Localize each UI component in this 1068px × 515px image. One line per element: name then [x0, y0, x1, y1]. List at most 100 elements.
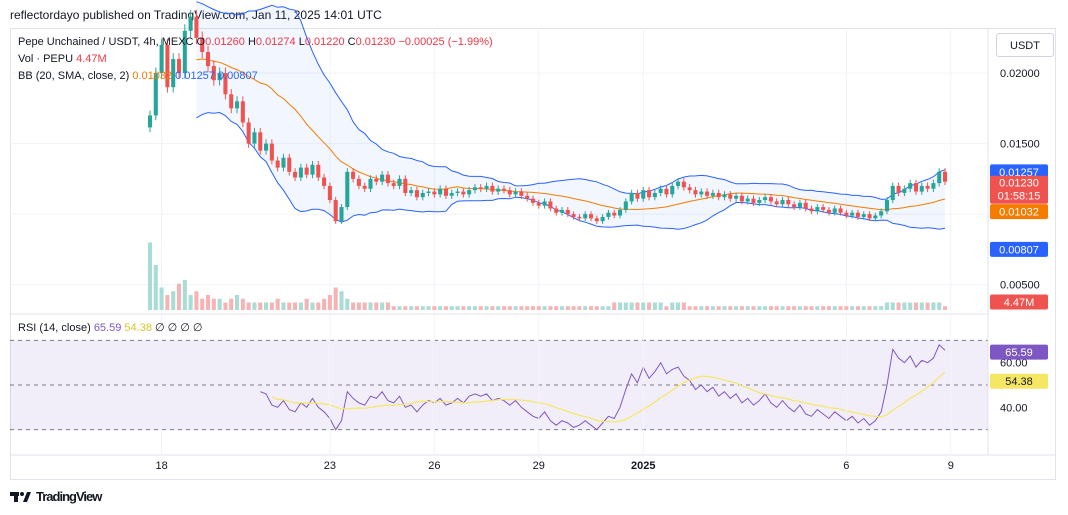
- candle-body: [426, 191, 431, 193]
- bb-lower-badge: 0.00807: [999, 244, 1039, 256]
- candle-body: [351, 171, 356, 179]
- volume-bar: [461, 306, 466, 310]
- volume-bar: [530, 306, 536, 310]
- volume-bar: [559, 306, 565, 310]
- low-value: 0.01220: [304, 36, 345, 48]
- candle-body: [676, 181, 681, 186]
- candle-body: [403, 178, 408, 193]
- volume-bar: [264, 302, 269, 310]
- volume-bar: [356, 302, 361, 310]
- candle-body: [542, 201, 547, 206]
- volume-bar: [652, 302, 657, 310]
- candle-body: [913, 183, 919, 192]
- candle-body: [647, 190, 652, 198]
- volume-bar: [571, 306, 576, 310]
- volume-bar: [647, 302, 652, 310]
- time-tick-label: 6: [843, 460, 849, 472]
- candle-body: [414, 190, 419, 198]
- volume-bar: [931, 302, 936, 310]
- volume-bar: [472, 306, 477, 310]
- volume-bar: [884, 302, 890, 310]
- rsi-extra-values: ∅ ∅ ∅ ∅: [155, 322, 203, 334]
- volume-bar: [728, 306, 733, 310]
- candle-body: [809, 208, 814, 212]
- candle-body: [339, 207, 344, 222]
- bb-fill: [196, 1, 945, 230]
- low-label: L: [298, 36, 305, 48]
- candle-body: [432, 191, 437, 195]
- volume-bar: [223, 302, 228, 310]
- volume-bar: [780, 306, 785, 310]
- candle-body: [281, 157, 286, 168]
- candle-body: [902, 188, 907, 193]
- volume-bar: [513, 306, 518, 310]
- volume-bar: [380, 302, 385, 310]
- volume-bar: [525, 306, 530, 310]
- candle-body: [467, 190, 472, 195]
- volume-bar: [171, 291, 176, 310]
- currency-button[interactable]: USDT: [996, 33, 1054, 57]
- volume-bar: [757, 306, 762, 310]
- candle-body: [182, 30, 187, 74]
- volume-bar: [496, 306, 501, 310]
- volume-bar: [287, 302, 292, 310]
- candle-body: [722, 194, 727, 198]
- candle-body: [223, 73, 228, 95]
- volume-bar: [235, 295, 240, 310]
- volume-bar: [217, 298, 222, 310]
- candle-body: [385, 174, 390, 184]
- volume-bar: [449, 306, 454, 310]
- volume-bar: [635, 302, 640, 310]
- candle-body: [269, 143, 274, 161]
- volume-bar: [937, 302, 942, 310]
- rsi-value: 65.59: [93, 322, 122, 334]
- chart-frame[interactable]: [10, 28, 1056, 480]
- candle-body: [751, 198, 756, 203]
- candle-body: [826, 209, 831, 213]
- volume-bar: [763, 306, 768, 310]
- candle-body: [565, 209, 570, 215]
- candle-body: [240, 101, 245, 123]
- price-tick-label: 0.00500: [1000, 280, 1040, 292]
- volume-bar: [420, 306, 425, 310]
- volume-bar: [205, 295, 211, 310]
- candle-body: [171, 59, 176, 88]
- volume-bar: [293, 302, 298, 310]
- candle-body: [768, 197, 773, 202]
- grid: [10, 28, 1056, 456]
- candle-body: [629, 192, 634, 202]
- candle-body: [716, 192, 721, 198]
- symbol-label: Pepe Unchained / USDT, 4h, MEXC: [18, 36, 194, 48]
- candle-body: [391, 183, 396, 186]
- volume-bar: [455, 306, 460, 310]
- volume-bar: [803, 306, 808, 310]
- volume-bar: [345, 298, 350, 310]
- volume-bar: [478, 306, 483, 310]
- candle-body: [420, 192, 425, 198]
- volume-bar: [374, 302, 379, 310]
- candle-body: [525, 195, 530, 199]
- candle-body: [147, 115, 153, 128]
- volume-bar: [896, 302, 901, 310]
- candle-body: [780, 200, 785, 205]
- candle-body: [455, 191, 460, 193]
- candle-body: [890, 185, 895, 201]
- candle-body: [867, 214, 872, 219]
- volume-bar: [432, 306, 437, 310]
- high-label: H: [247, 36, 256, 48]
- candle-body: [194, 16, 199, 38]
- volume-bar: [745, 306, 750, 310]
- candle-body: [652, 192, 657, 198]
- bb-basis-line: [196, 58, 946, 211]
- candle-body: [554, 208, 559, 213]
- candle-body: [461, 191, 466, 195]
- candle-body: [844, 212, 849, 216]
- candle-body: [757, 200, 762, 203]
- candle-body: [159, 44, 164, 74]
- candle-body: [200, 37, 205, 52]
- volume-bar: [676, 302, 681, 310]
- last-price-badge: 0.01230: [999, 178, 1039, 190]
- candle-body: [710, 192, 715, 196]
- rsi-label: RSI (14, close): [18, 322, 91, 334]
